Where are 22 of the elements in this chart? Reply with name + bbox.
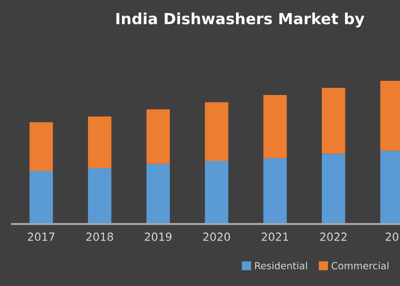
bar — [204, 160, 228, 224]
bar — [88, 116, 112, 168]
bar — [204, 102, 228, 161]
chart-title: India Dishwashers Market by — [116, 12, 364, 28]
bar — [146, 164, 170, 224]
bar — [322, 88, 346, 154]
bar — [263, 95, 287, 158]
x-tick-label: 2019 — [144, 232, 172, 241]
legend-label: Residential — [255, 262, 307, 270]
bar — [146, 109, 170, 164]
x-tick-label: 2018 — [86, 232, 114, 241]
bar — [30, 122, 53, 171]
x-tick-label: 20 — [386, 232, 398, 241]
x-tick-label: 2020 — [203, 232, 230, 241]
bar — [88, 168, 112, 224]
x-tick-label: 2022 — [320, 232, 347, 241]
bar — [30, 170, 53, 224]
bar — [263, 158, 287, 224]
bar — [322, 154, 346, 224]
x-tick-label: 2021 — [262, 232, 288, 241]
x-tick-label: 2017 — [28, 232, 54, 241]
legend-label: Commercial — [332, 262, 388, 270]
